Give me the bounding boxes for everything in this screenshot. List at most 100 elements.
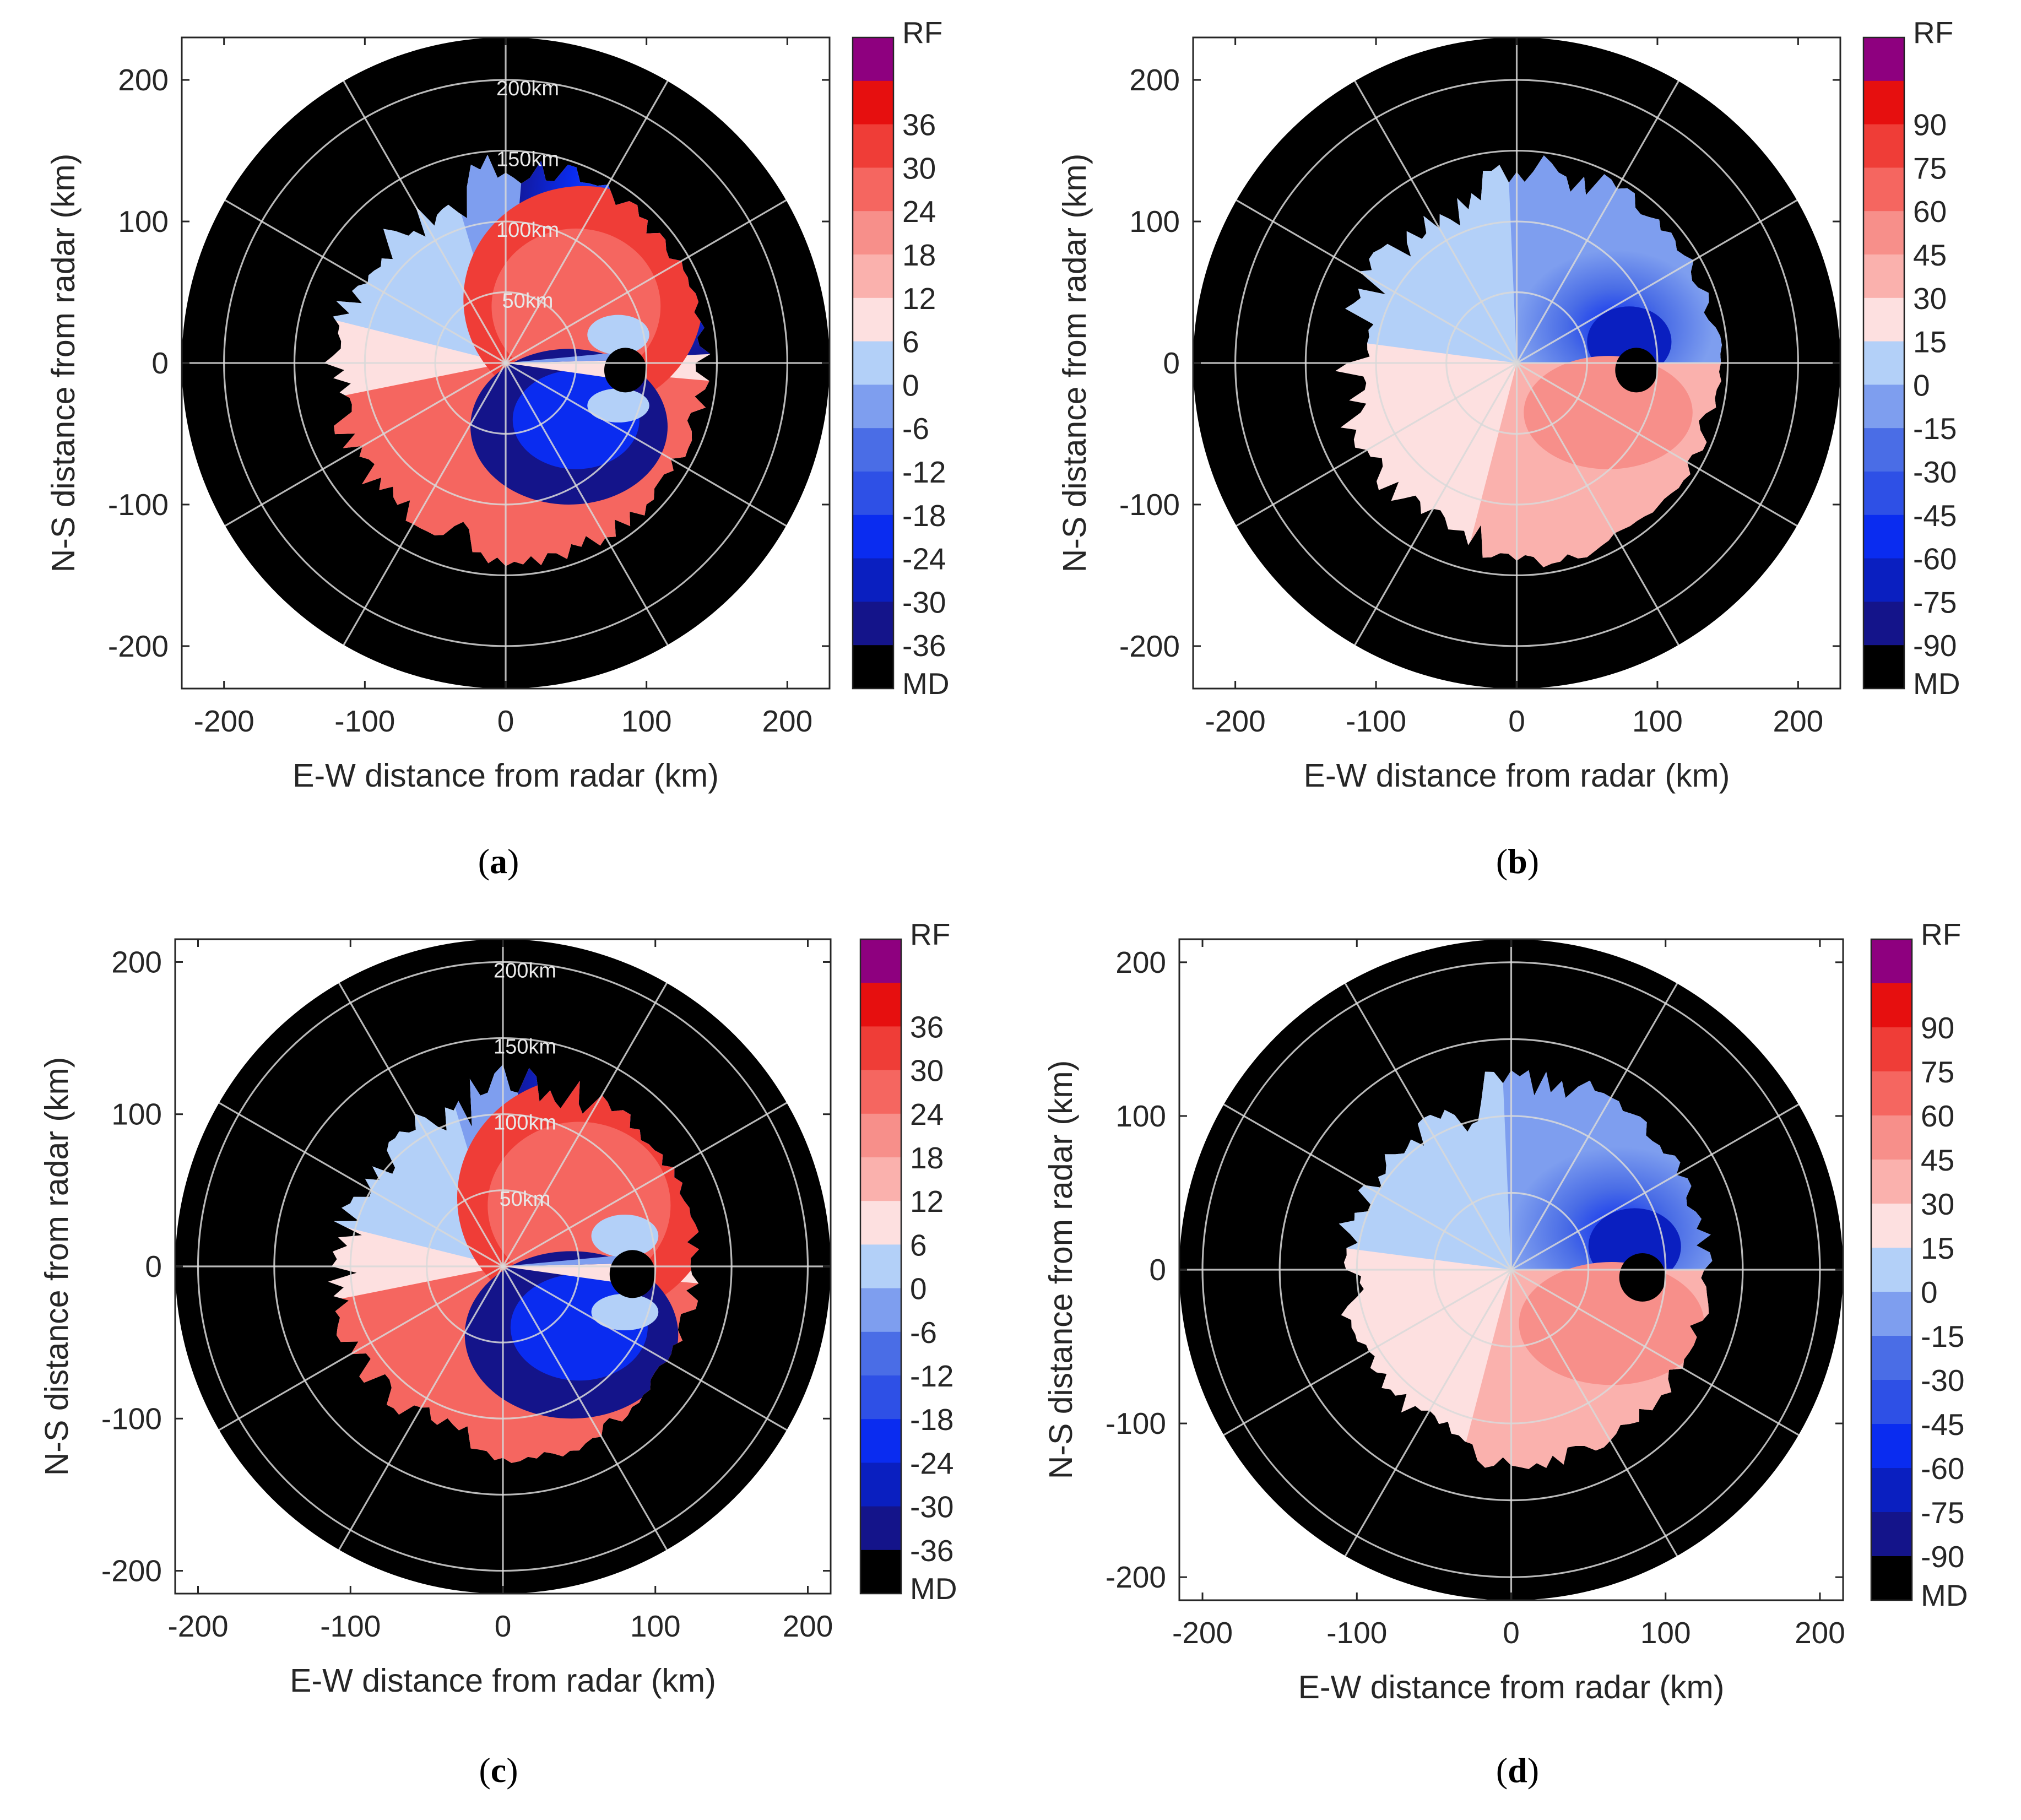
colorbar-label: -15 [1921,1319,1965,1353]
colorbar-swatch [1871,1292,1912,1336]
colorbar-label: 60 [1921,1099,1954,1133]
colorbar-swatch [853,514,893,559]
colorbar-swatch [1871,1248,1912,1292]
panel-caption: (d) [1496,1751,1539,1790]
x-tick-label: 200 [762,704,812,738]
panel-caption: (c) [479,1751,518,1790]
colorbar-swatch [1863,124,1904,168]
colorbar-label: 18 [902,238,936,272]
colorbar-label: 12 [910,1184,944,1218]
colorbar-swatch [1863,514,1904,559]
y-tick-label: 100 [111,1097,162,1131]
y-tick-label: -100 [1106,1406,1166,1440]
plot-area [1193,37,1840,689]
y-axis-title: N-S distance from radar (km) [1043,1060,1079,1480]
range-ring-label: 50km [502,290,554,313]
colorbar-swatch [1871,1027,1912,1072]
colorbar-frame [1870,938,1913,1601]
colorbar-swatch [853,428,893,472]
colorbar-label: -30 [1913,455,1957,489]
y-tick-label: 200 [118,63,169,97]
colorbar-swatch [853,167,893,212]
y-tick-label: 0 [151,346,169,380]
colorbar-label: 90 [1913,108,1947,142]
echo-zero-streak-blue [506,351,626,363]
azimuth-spoke [1236,199,1798,527]
colorbar-label: 75 [1913,151,1947,185]
colorbar-swatch [853,211,893,255]
colorbar-label: -15 [1913,411,1957,446]
colorbar-swatch [860,1244,901,1289]
colorbar-swatch [853,472,893,516]
colorbar-swatch [860,1157,901,1201]
vortex-eye [604,348,647,393]
plot-area [1179,939,1843,1600]
y-axis-title: N-S distance from radar (km) [1056,154,1093,573]
range-ring-label: 150km [494,1036,556,1059]
y-tick-label: 100 [118,204,169,239]
y-tick-label: 100 [1115,1099,1166,1133]
x-tick-label: 0 [1508,704,1525,738]
x-tick-label: 0 [497,704,514,738]
colorbar-label: 15 [1913,325,1947,359]
y-tick-label: -200 [108,629,169,663]
colorbar-swatch [1863,384,1904,429]
echo-vortex-halo-s [591,1293,659,1331]
colorbar-label: 12 [902,281,936,316]
colorbar-label: -75 [1921,1496,1965,1530]
colorbar-swatch [853,297,893,342]
colorbar-label: 45 [1913,238,1947,272]
colorbar-swatch [1863,645,1904,689]
colorbar-label: 30 [1921,1187,1954,1221]
x-tick-label: 100 [1640,1616,1691,1650]
colorbar-label: -30 [910,1490,954,1524]
colorbar-label: -6 [910,1315,937,1350]
azimuth-spoke [218,1102,788,1431]
colorbar-label: RF [910,917,950,951]
colorbar-label: 30 [910,1054,944,1088]
y-tick-label: 0 [1163,346,1180,380]
colorbar-swatch [860,1506,901,1551]
colorbar-label: 60 [1913,194,1947,229]
colorbar-swatch [853,558,893,602]
colorbar-swatch [860,1070,901,1114]
panel-caption: (b) [1496,842,1539,881]
colorbar-label: -12 [902,455,946,489]
panel-b: -200 -100 0 100 200 200 100 0 -100 -200 E-W distan… [1056,15,1960,881]
x-tick-label: 100 [621,704,672,738]
colorbar-label: 36 [910,1010,944,1044]
colorbar-swatch [853,341,893,385]
x-tick-label: 200 [783,1609,833,1643]
colorbar-swatch [1871,1512,1912,1557]
colorbar-swatch [1863,472,1904,516]
vortex-eye [1615,348,1657,393]
colorbar-swatch [860,1375,901,1420]
colorbar-label: 6 [902,325,919,359]
colorbar-label: RF [902,15,942,50]
colorbar-label: -12 [910,1359,954,1393]
colorbar-swatch [853,254,893,299]
colorbar-label: -45 [1913,499,1957,533]
range-ring-label: 100km [496,219,559,242]
colorbar-swatch [1863,211,1904,255]
colorbar-label: -45 [1921,1407,1965,1442]
colorbar-swatch [853,602,893,646]
colorbar-swatch [853,37,893,82]
y-tick-label: -100 [1119,488,1180,522]
colorbar-swatch [860,1462,901,1507]
colorbar-label: RF [1921,917,1961,951]
y-tick-label: 200 [1115,945,1166,979]
colorbar-label: 90 [1921,1011,1954,1045]
x-axis-title: E-W distance from radar (km) [290,1662,716,1699]
range-ring-label: 100km [494,1112,556,1135]
x-axis-title: E-W distance from radar (km) [1298,1669,1725,1705]
colorbar-swatch [860,1201,901,1245]
colorbar-swatch [1871,1468,1912,1513]
range-ring-label: 200km [494,959,556,982]
colorbar-label: -6 [902,411,929,446]
y-tick-label: 0 [1149,1253,1166,1287]
colorbar-swatch [860,983,901,1027]
x-tick-label: 0 [495,1609,512,1643]
x-tick-label: -200 [194,704,254,738]
colorbar-swatch [1863,602,1904,646]
